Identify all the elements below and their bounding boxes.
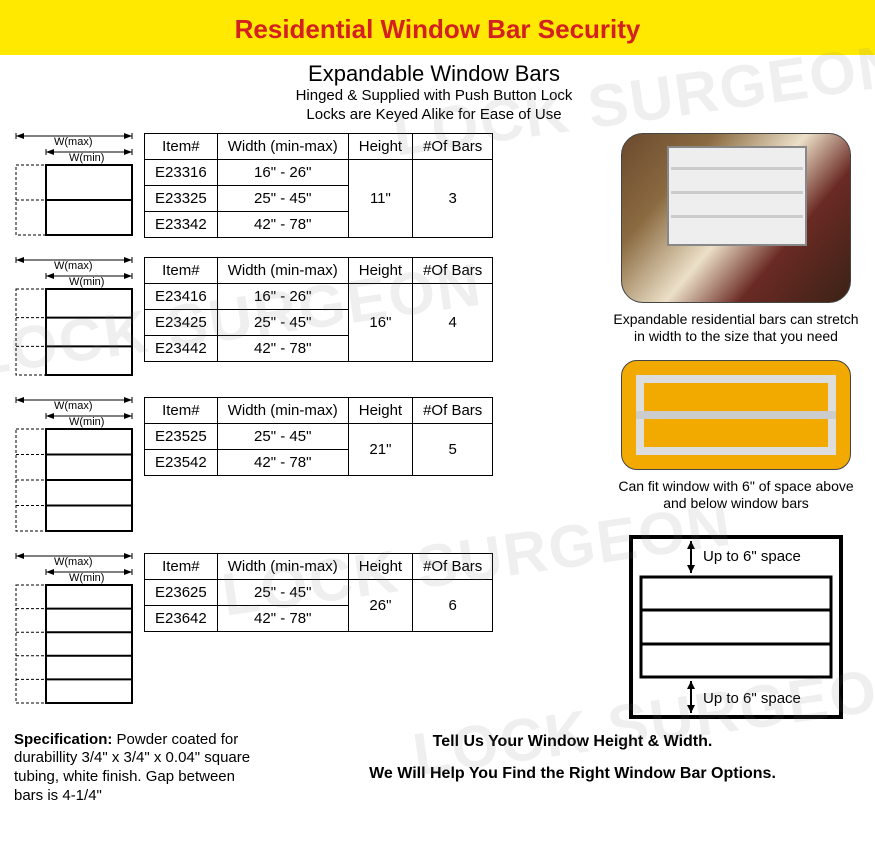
table-row: E2341616" - 26"16"4 [145,283,493,309]
tables-column: W(max)W(min)Item#Width (min-max)Height#O… [14,133,591,727]
col-width: Width (min-max) [217,133,348,159]
svg-text:W(max): W(max) [54,556,93,568]
col-item: Item# [145,553,218,579]
svg-text:W(max): W(max) [54,260,93,272]
col-width: Width (min-max) [217,553,348,579]
specification: Specification: Powder coated for durabil… [14,731,254,806]
photo-window-example [621,133,851,303]
table-row: E2331616" - 26"11"3 [145,159,493,185]
col-width: Width (min-max) [217,397,348,423]
col-item: Item# [145,257,218,283]
section-subtitle: Hinged & Supplied with Push Button Lock … [154,87,714,125]
col-height: Height [348,133,412,159]
page-title: Residential Window Bar Security [0,14,875,45]
col-height: Height [348,553,412,579]
bar-diagram: W(max) W(min) [14,553,134,707]
bar-diagram: W(max) W(min) [14,397,134,535]
svg-text:Up to 6" space: Up to 6" space [703,548,801,565]
spec-block: W(max) W(min) Item#Width (min-max)Height#O… [14,553,591,707]
col-item: Item# [145,133,218,159]
col-bars: #Of Bars [413,257,493,283]
svg-text:W(min): W(min) [69,572,104,584]
content: LOCK SURGEON LOCK SURGEON LOCK SURGEON L… [0,55,875,816]
photo1-caption: Expandable residential bars can stretch … [611,311,861,346]
sidebar: Expandable residential bars can stretch … [611,133,861,727]
section-title: Expandable Window Bars [154,61,714,87]
table-row: E2362525" - 45"26"6 [145,579,493,605]
col-width: Width (min-max) [217,257,348,283]
bar-diagram: W(max) W(min) [14,257,134,379]
svg-text:Up to 6" space: Up to 6" space [703,690,801,707]
col-height: Height [348,397,412,423]
spec-block: W(max) W(min) Item#Width (min-max)Height#O… [14,397,591,535]
help-text: Tell Us Your Window Height & Width. We W… [284,731,861,806]
spec-block: W(max) W(min) Item#Width (min-max)Height#O… [14,257,591,379]
col-bars: #Of Bars [413,553,493,579]
col-bars: #Of Bars [413,397,493,423]
photo-bar-closeup [621,360,851,470]
photo2-caption: Can fit window with 6" of space above an… [611,478,861,513]
svg-text:W(max): W(max) [54,136,93,148]
col-height: Height [348,257,412,283]
svg-text:W(min): W(min) [69,276,104,288]
table-row: E2352525" - 45"21"5 [145,423,493,449]
svg-text:W(min): W(min) [69,416,104,428]
spec-table: Item#Width (min-max)Height#Of BarsE23416… [144,257,493,362]
spec-table: Item#Width (min-max)Height#Of BarsE23316… [144,133,493,238]
svg-text:W(min): W(min) [69,152,104,164]
svg-text:W(max): W(max) [54,400,93,412]
spec-block: W(max) W(min) Item#Width (min-max)Height#O… [14,133,591,239]
bar-diagram: W(max) W(min) [14,133,134,239]
spec-table: Item#Width (min-max)Height#Of BarsE23625… [144,553,493,632]
spec-table: Item#Width (min-max)Height#Of BarsE23525… [144,397,493,476]
col-bars: #Of Bars [413,133,493,159]
space-diagram: Up to 6" space Up to 6" space [621,527,851,727]
header-bar: Residential Window Bar Security [0,0,875,55]
col-item: Item# [145,397,218,423]
